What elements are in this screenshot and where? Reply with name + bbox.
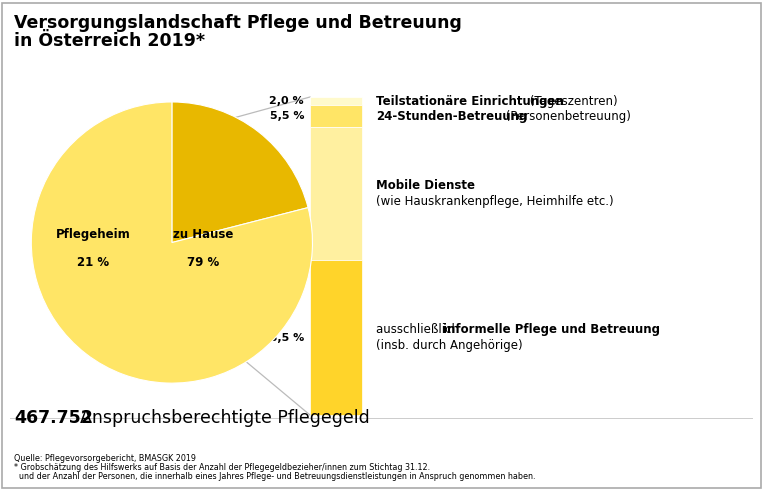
- Text: 21 %: 21 %: [77, 256, 109, 269]
- Bar: [310, 105, 362, 127]
- Text: (Personenbetreuung): (Personenbetreuung): [502, 110, 631, 122]
- Text: (wie Hauskrankenpflege, Heimhilfe etc.): (wie Hauskrankenpflege, Heimhilfe etc.): [376, 195, 613, 208]
- Text: 5,5 %: 5,5 %: [270, 111, 304, 121]
- Text: Versorgungslandschaft Pflege und Betreuung: Versorgungslandschaft Pflege und Betreuu…: [14, 14, 462, 32]
- Text: zu Hause: zu Hause: [173, 228, 233, 241]
- Text: Mobile Dienste: Mobile Dienste: [376, 179, 475, 192]
- Text: 38,5 %: 38,5 %: [262, 333, 304, 343]
- Text: in Österreich 2019*: in Österreich 2019*: [14, 32, 205, 50]
- Text: Anspruchsberechtigte Pflegegeld: Anspruchsberechtigte Pflegegeld: [80, 409, 370, 427]
- Bar: [310, 260, 362, 415]
- Wedge shape: [31, 102, 312, 383]
- Text: (insb. durch Angehörige): (insb. durch Angehörige): [376, 339, 523, 352]
- Text: 2,0 %: 2,0 %: [270, 96, 304, 106]
- Bar: [310, 127, 362, 260]
- Text: Quelle: Pflegevorsorgebericht, BMASGK 2019: Quelle: Pflegevorsorgebericht, BMASGK 20…: [14, 454, 196, 463]
- Wedge shape: [172, 102, 308, 243]
- Text: (Tageszentren): (Tageszentren): [526, 95, 617, 107]
- Text: informelle Pflege und Betreuung: informelle Pflege und Betreuung: [443, 323, 660, 336]
- Bar: [310, 97, 362, 105]
- Text: Pflegeheim: Pflegeheim: [56, 228, 131, 241]
- Text: 79 %: 79 %: [186, 256, 219, 269]
- Text: ausschließlich: ausschließlich: [376, 323, 463, 336]
- Text: und der Anzahl der Personen, die innerhalb eines Jahres Pflege- und Betreuungsdi: und der Anzahl der Personen, die innerha…: [14, 472, 536, 481]
- Text: 467.752: 467.752: [14, 409, 93, 427]
- Text: * Grobschätzung des Hilfswerks auf Basis der Anzahl der Pflegegeldbezieher/innen: * Grobschätzung des Hilfswerks auf Basis…: [14, 463, 430, 472]
- Text: 24-Stunden-Betreuung: 24-Stunden-Betreuung: [376, 110, 527, 122]
- Text: Teilstationäre Einrichtungen: Teilstationäre Einrichtungen: [376, 95, 564, 107]
- Text: 33,0 %: 33,0 %: [262, 189, 304, 198]
